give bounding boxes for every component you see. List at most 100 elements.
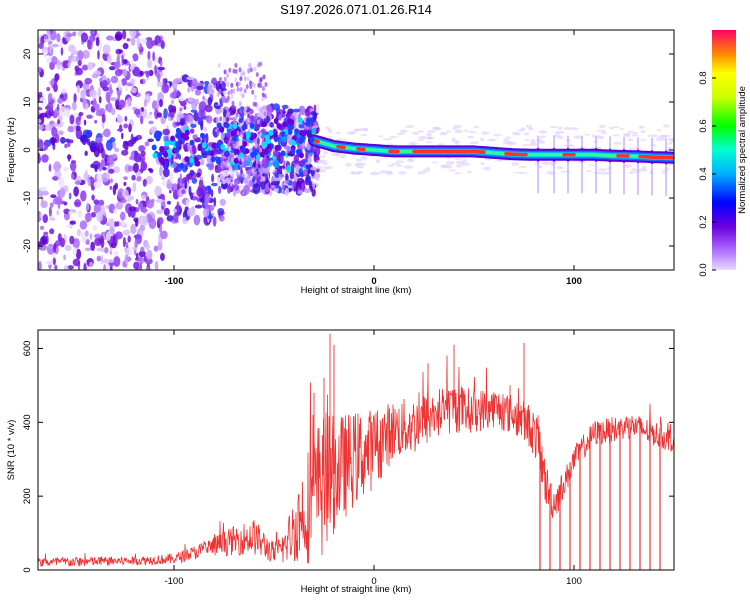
spectrogram-cluster-blob xyxy=(238,152,244,159)
spectrogram-blob xyxy=(222,118,226,124)
spectrogram-blob xyxy=(237,81,241,87)
spectrogram-blob xyxy=(48,163,52,172)
spectrogram-blob xyxy=(126,38,131,42)
spectrogram-blob xyxy=(109,266,113,270)
spectrogram-blob xyxy=(146,213,151,220)
spectrogram-cluster-blob xyxy=(224,150,230,157)
spectrogram-blob xyxy=(92,225,98,231)
spectrogram-xtick-label: 0 xyxy=(371,276,376,287)
spectrogram-blob xyxy=(112,141,117,150)
spectrogram-blob xyxy=(49,202,54,208)
spectrogram-noise xyxy=(396,164,403,167)
spectrogram-blob xyxy=(152,51,155,62)
spectrogram-blob xyxy=(257,82,261,88)
spectrogram-blob xyxy=(60,136,66,144)
spectrogram-blob xyxy=(287,108,294,115)
spectrogram-cluster-blob xyxy=(151,144,157,151)
spectrogram-blob xyxy=(146,59,153,69)
spectrogram-blob xyxy=(110,75,119,84)
spectrogram-blob xyxy=(63,166,69,172)
spectrogram-noise xyxy=(629,147,635,151)
spectrogram-blob xyxy=(205,115,213,124)
spectrogram-cluster-blob xyxy=(216,122,222,129)
spectrogram-noise xyxy=(382,138,393,141)
spectrogram-blob xyxy=(140,79,143,85)
spectrogram-blob xyxy=(190,85,195,92)
spectrogram-blob xyxy=(219,79,223,85)
spectrogram-blob xyxy=(205,185,212,191)
spectrogram-blob xyxy=(239,71,243,77)
spectrogram-blob xyxy=(115,98,120,110)
spectrogram-blob xyxy=(124,115,128,122)
spectrogram-blob xyxy=(118,221,122,227)
spectrogram-blob xyxy=(101,248,105,253)
spectrogram-noise xyxy=(596,129,607,132)
spectrogram-blob xyxy=(123,123,129,129)
spectrogram-blob xyxy=(51,127,58,137)
spectrogram-blob xyxy=(282,107,286,113)
spectrogram-blob xyxy=(219,198,226,206)
spectrogram-blob xyxy=(216,176,221,188)
spectrogram-cluster-blob xyxy=(255,153,261,160)
spectrogram-blob xyxy=(108,204,116,211)
spectrogram-noise xyxy=(445,130,452,133)
spectrogram-blob xyxy=(72,247,77,256)
spectrogram-blob xyxy=(155,198,163,203)
spectrogram-blob xyxy=(249,67,253,73)
colorbar-label: Normalized spectral amplitude xyxy=(737,86,748,214)
spectrogram-blob xyxy=(186,114,190,124)
spectrogram-noise xyxy=(327,127,332,131)
spectrogram-noise xyxy=(390,162,400,165)
spectrogram-blob xyxy=(227,162,231,168)
spectrogram-blob xyxy=(106,35,114,41)
spectrogram-blob xyxy=(122,42,129,50)
spectrogram-blob xyxy=(145,267,151,270)
spectrogram-blob xyxy=(137,38,140,49)
spectrogram-noise xyxy=(454,172,462,175)
spectrogram-blob xyxy=(273,159,280,169)
spectrogram-blob xyxy=(189,169,195,176)
spectrogram-blob xyxy=(206,163,209,167)
spectrogram-blob xyxy=(145,175,153,185)
spectrogram-blob xyxy=(74,180,81,185)
snr-xtick-label: 100 xyxy=(566,576,582,587)
spectrogram-blob xyxy=(39,96,47,106)
spectrogram-blob xyxy=(74,199,82,208)
spectrogram-blob xyxy=(72,258,81,267)
spectrogram-blob xyxy=(278,113,282,121)
spectrogram-blob xyxy=(108,168,115,174)
spectrogram-cluster-blob xyxy=(224,122,230,129)
spectrogram-noise xyxy=(311,125,320,129)
spectrogram-blob xyxy=(48,206,52,217)
spectrogram-blob xyxy=(144,141,150,147)
spectrogram-noise xyxy=(666,163,674,166)
spectrogram-blob xyxy=(38,118,42,124)
spectrogram-noise xyxy=(355,162,366,166)
spectrogram-blob xyxy=(109,225,115,235)
spectrogram-cluster-blob xyxy=(273,118,279,125)
spectrogram-blob xyxy=(195,172,201,178)
spectrogram-cluster-blob xyxy=(215,142,221,149)
spectrogram-cluster-blob xyxy=(211,142,217,149)
spectrogram-blob xyxy=(84,150,88,156)
spectrogram-blob xyxy=(243,111,247,117)
spectrogram-blob xyxy=(238,91,242,97)
spectrogram-blob xyxy=(253,94,257,100)
spectrogram-blob xyxy=(247,117,251,123)
spectrogram-blob xyxy=(179,173,183,185)
spectrogram-noise xyxy=(601,171,610,175)
spectrogram-noise xyxy=(569,127,579,131)
colorbar-tick-label: 0.6 xyxy=(698,119,709,132)
spectrogram-noise xyxy=(452,127,457,130)
spectrogram-noise xyxy=(356,166,365,169)
spectrogram-blob xyxy=(120,211,126,221)
spectrogram-blob xyxy=(49,228,55,235)
spectrogram-blob xyxy=(190,192,194,200)
spectrogram-noise xyxy=(640,138,647,141)
spectrogram-blob xyxy=(53,96,56,106)
spectrogram-noise xyxy=(503,138,509,141)
spectrogram-blob xyxy=(49,217,56,221)
spectrogram-blob xyxy=(216,91,220,97)
spectrogram-blob xyxy=(266,104,273,116)
spectrogram-blob xyxy=(245,84,249,90)
